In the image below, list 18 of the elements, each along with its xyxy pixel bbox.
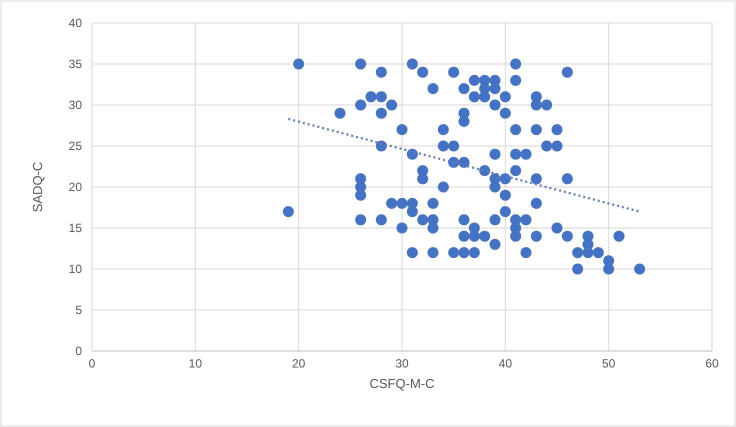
y-tick-label: 20 xyxy=(68,180,82,194)
x-tick-label: 0 xyxy=(88,356,96,371)
y-tick-label: 30 xyxy=(68,98,82,112)
x-tick-label: 20 xyxy=(292,356,306,371)
y-axis-title: SADQ-C xyxy=(30,162,45,212)
y-tick-label: 40 xyxy=(68,16,82,30)
x-tick-label: 50 xyxy=(602,356,616,371)
y-tick-label: 25 xyxy=(68,138,82,153)
y-tick-label: 5 xyxy=(75,302,82,317)
y-tick-label: 15 xyxy=(68,220,82,235)
x-tick-label: 30 xyxy=(395,356,409,371)
y-tick-label: 10 xyxy=(68,262,82,276)
x-axis-title: CSFQ-M-C xyxy=(370,376,434,391)
y-tick-label: 35 xyxy=(68,56,82,71)
x-tick-label: 40 xyxy=(498,356,512,371)
y-tick-label: 0 xyxy=(75,344,82,358)
x-tick-label: 10 xyxy=(188,356,202,371)
x-tick-label: 60 xyxy=(705,356,719,371)
